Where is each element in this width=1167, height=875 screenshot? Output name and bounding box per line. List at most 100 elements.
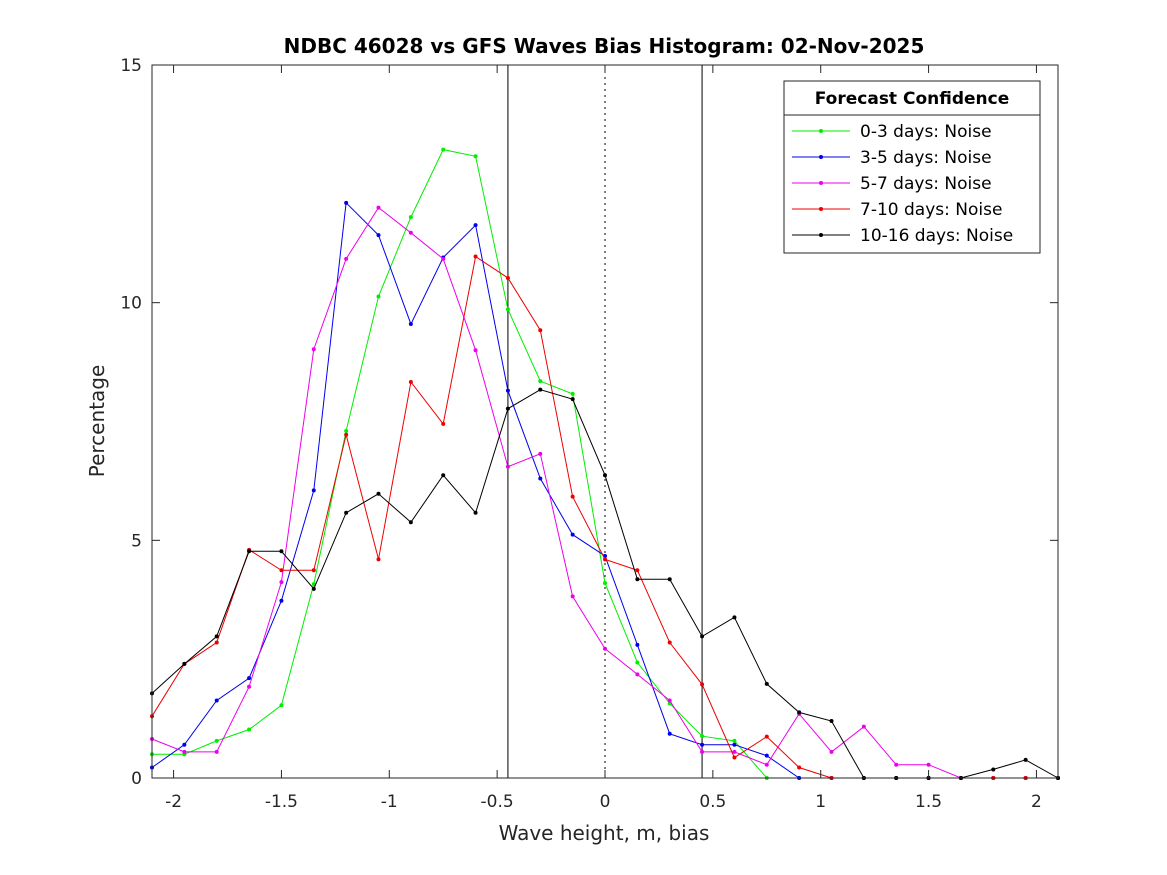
data-point (247, 684, 252, 689)
data-point (311, 582, 316, 587)
data-point (376, 491, 381, 496)
data-point (344, 510, 349, 515)
x-tick-label: -1.5 (265, 792, 298, 812)
data-point (376, 233, 381, 238)
data-point (408, 230, 413, 235)
data-point (667, 577, 672, 582)
legend-items: 0-3 days: Noise 3-5 days: Noise 5-7 days: … (792, 122, 1013, 246)
data-point (861, 724, 866, 729)
data-point (376, 205, 381, 210)
data-point (538, 451, 543, 456)
data-point (182, 661, 187, 666)
x-tick-label: 0.5 (699, 792, 726, 812)
data-point (344, 256, 349, 261)
y-tick-label: 15 (120, 56, 142, 76)
y-axis-label: Percentage (85, 365, 109, 478)
data-point (700, 634, 705, 639)
legend-label: 10-16 days: Noise (860, 226, 1013, 246)
legend-label: 7-10 days: Noise (860, 200, 1002, 220)
legend-label: 0-3 days: Noise (860, 122, 992, 142)
x-tick-label: 0 (600, 792, 611, 812)
data-point (603, 473, 607, 478)
data-point (894, 762, 899, 767)
data-point (764, 753, 769, 758)
data-point (247, 676, 252, 681)
legend-item-1: 3-5 days: Noise (792, 148, 992, 168)
data-point (570, 397, 575, 402)
data-point (1023, 757, 1028, 762)
data-point (829, 749, 834, 754)
data-point (570, 494, 575, 499)
legend-label: 3-5 days: Noise (860, 148, 992, 168)
data-point (732, 615, 737, 620)
data-point (279, 549, 284, 554)
y-tick-label: 10 (120, 294, 142, 314)
data-point (667, 640, 672, 645)
data-point (797, 710, 802, 715)
legend-swatch-marker (819, 207, 823, 211)
data-point (570, 391, 575, 396)
data-point (214, 738, 219, 743)
data-point (635, 642, 640, 647)
data-point (279, 703, 284, 708)
data-point (732, 755, 737, 760)
data-point (376, 557, 381, 562)
x-tick-label: -1 (381, 792, 398, 812)
data-point (538, 379, 543, 384)
legend-item-3: 7-10 days: Noise (792, 200, 1002, 220)
data-point (473, 254, 478, 259)
data-point (182, 749, 187, 754)
data-point (667, 731, 672, 736)
data-point (408, 520, 413, 525)
x-tick-label: 1 (815, 792, 826, 812)
data-point (214, 749, 219, 754)
data-point (829, 718, 834, 723)
data-point (473, 510, 478, 515)
data-point (538, 328, 543, 333)
x-tick-label: 2 (1031, 792, 1042, 812)
data-point (408, 322, 413, 327)
data-point (376, 294, 381, 299)
data-point (473, 154, 478, 159)
data-point (505, 406, 510, 411)
data-point (635, 568, 640, 573)
data-point (247, 549, 252, 554)
data-point (473, 348, 478, 353)
data-point (603, 557, 607, 562)
data-point (570, 594, 575, 599)
legend-swatch-marker (819, 155, 823, 159)
data-point (344, 429, 349, 434)
data-point (700, 682, 705, 687)
data-point (732, 738, 737, 743)
data-point (441, 473, 446, 478)
data-point (247, 727, 252, 732)
data-point (214, 698, 219, 703)
x-tick-label: -2 (165, 792, 182, 812)
data-point (505, 307, 510, 312)
data-point (279, 580, 284, 585)
x-axis-ticks: -2 -1.5 -1 -0.5 0 0.5 1 1.5 2 (165, 65, 1042, 812)
legend-swatch-marker (819, 233, 823, 237)
legend-title: Forecast Confidence (815, 89, 1010, 109)
legend-swatch-marker (819, 129, 823, 133)
reference-lines (507, 65, 703, 778)
data-point (635, 577, 640, 582)
y-axis-ticks: 0 5 10 15 (120, 56, 1058, 789)
data-point (603, 646, 607, 651)
legend: Forecast Confidence 0-3 days: Noise 3-5 d… (783, 80, 1041, 254)
data-point (797, 765, 802, 770)
legend-item-4: 10-16 days: Noise (792, 226, 1013, 246)
legend-swatch-marker (819, 181, 823, 185)
data-point (505, 275, 510, 280)
data-point (311, 347, 316, 352)
data-point (441, 147, 446, 152)
data-point (991, 767, 996, 772)
y-tick-label: 0 (131, 769, 142, 789)
data-point (700, 734, 705, 739)
data-point (538, 387, 543, 392)
data-point (344, 200, 349, 205)
data-point (441, 256, 446, 261)
data-point (603, 581, 607, 586)
data-point (570, 532, 575, 537)
